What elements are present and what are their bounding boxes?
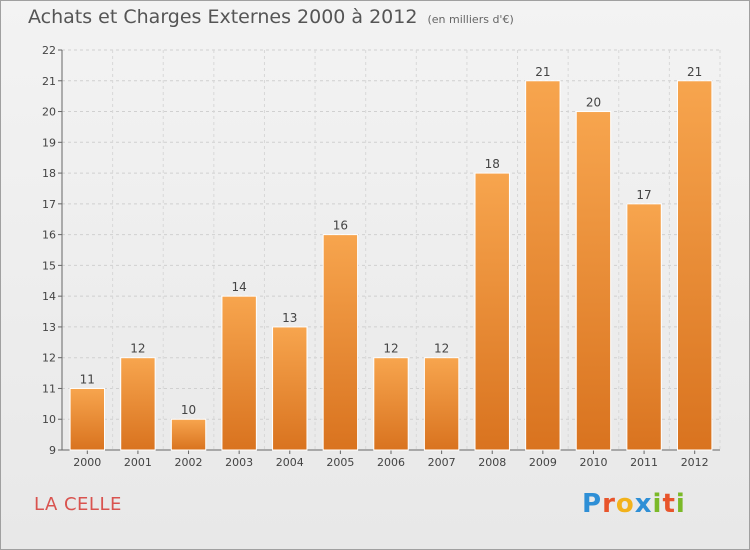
bar-2012 [676, 80, 713, 451]
x-tick-label: 2000 [73, 456, 101, 469]
y-tick-label: 14 [42, 290, 56, 303]
x-tick-label: 2012 [681, 456, 709, 469]
data-label-2009: 21 [535, 65, 550, 79]
bars [69, 80, 713, 451]
x-tick-label: 2001 [124, 456, 152, 469]
bar-2001 [120, 357, 156, 451]
chart-title: Achats et Charges Externes 2000 à 2012 (e… [28, 6, 514, 28]
data-label-2000: 11 [80, 372, 95, 386]
x-tick-label: 2010 [579, 456, 607, 469]
y-tick-label: 13 [42, 321, 56, 334]
data-label-2001: 12 [130, 342, 145, 356]
data-label-2003: 14 [232, 280, 247, 294]
bar-2011 [626, 203, 662, 451]
data-label-2007: 12 [434, 342, 449, 356]
x-tick-label: 2009 [529, 456, 557, 469]
data-label-2004: 13 [282, 311, 297, 325]
y-tick-label: 10 [42, 413, 56, 426]
y-tick-label: 9 [49, 444, 56, 457]
data-label-2006: 12 [383, 342, 398, 356]
bar-2006 [373, 357, 409, 451]
data-label-2010: 20 [586, 96, 601, 110]
y-tick-label: 12 [42, 352, 56, 365]
data-label-2011: 17 [636, 188, 651, 202]
bar-2002 [170, 418, 207, 451]
y-tick-label: 11 [42, 382, 56, 395]
y-tick-label: 15 [42, 259, 56, 272]
y-tick-label: 22 [42, 44, 56, 57]
y-tick-label: 19 [42, 136, 56, 149]
y-tick-label: 21 [42, 75, 56, 88]
data-labels: 11 12 10 14 13 16 12 12 18 21 20 17 21 [80, 65, 703, 417]
data-label-2005: 16 [333, 219, 348, 233]
data-label-2002: 10 [181, 403, 196, 417]
bar-2007 [423, 357, 460, 451]
bar-2010 [575, 111, 612, 451]
data-label-2008: 18 [485, 157, 500, 171]
proxiti-logo: Proxiti [582, 489, 686, 519]
title-text: Achats et Charges Externes 2000 à 2012 [28, 6, 418, 28]
bar-2004 [272, 326, 308, 451]
y-tick-label: 16 [42, 229, 56, 242]
data-label-2012: 21 [687, 65, 702, 79]
bar-2003 [221, 295, 257, 451]
chart-subtitle: (en milliers d'€) [427, 13, 514, 26]
y-tick-label: 20 [42, 106, 56, 119]
bar-2005 [322, 234, 359, 451]
x-tick-label: 2004 [276, 456, 304, 469]
x-tick-label: 2002 [175, 456, 203, 469]
bar-2009 [525, 80, 561, 451]
y-tick-label: 17 [42, 198, 56, 211]
x-tick-label: 2003 [225, 456, 253, 469]
commune-name: LA CELLE [34, 494, 122, 515]
x-tick-label: 2007 [428, 456, 456, 469]
x-tick-label: 2006 [377, 456, 405, 469]
bar-2000 [69, 387, 106, 451]
x-tick-label: 2008 [478, 456, 506, 469]
x-tick-label: 2005 [326, 456, 354, 469]
y-tick-label: 18 [42, 167, 56, 180]
x-tick-label: 2011 [630, 456, 658, 469]
bar-2008 [474, 172, 510, 451]
